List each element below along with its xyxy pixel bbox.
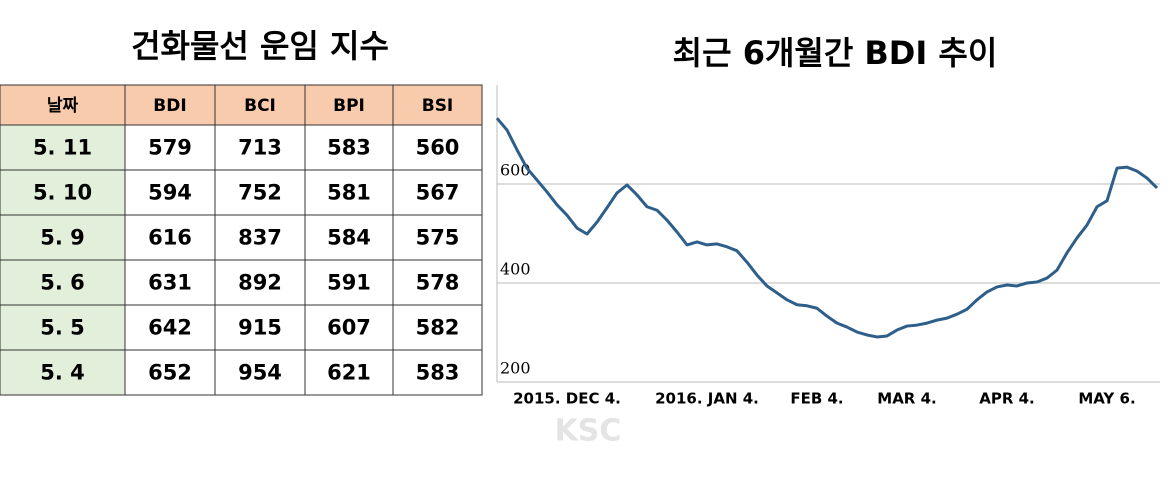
table-header: BCI <box>244 96 276 116</box>
table-text: 583 <box>416 361 460 385</box>
table-cell <box>0 304 126 351</box>
y-tick-label: 400 <box>500 260 531 279</box>
table-text: 583 <box>327 136 371 160</box>
table-cell <box>392 304 483 351</box>
table-text: 915 <box>238 316 282 340</box>
table-cell <box>124 169 216 216</box>
table-text: 5. 10 <box>33 181 92 205</box>
table-text: 752 <box>238 181 282 205</box>
table-text: 954 <box>238 361 282 385</box>
x-tick-label: MAR 4. <box>877 390 936 408</box>
table-header: 날짜 <box>47 96 79 116</box>
table-text: 581 <box>327 181 371 205</box>
table-text: 579 <box>148 136 192 160</box>
table-cell <box>124 259 216 306</box>
table-cell <box>392 124 483 171</box>
x-tick-label: FEB 4. <box>790 390 843 408</box>
x-tick-label: 2016. JAN 4. <box>655 390 759 408</box>
table-cell <box>304 214 394 261</box>
table-cell <box>214 259 306 306</box>
table-text: 567 <box>416 181 460 205</box>
table-text: 591 <box>327 271 371 295</box>
table-cell <box>214 349 306 396</box>
table-cell <box>392 349 483 396</box>
table-text: 578 <box>416 271 460 295</box>
table-text: 575 <box>416 226 460 250</box>
x-tick-label: 2015. DEC 4. <box>513 390 621 408</box>
table-cell <box>392 214 483 261</box>
table-text: 616 <box>148 226 192 250</box>
x-tick-label: MAY 6. <box>1078 390 1135 408</box>
table-text: 582 <box>416 316 460 340</box>
table-cell <box>392 84 483 126</box>
table-text: 892 <box>238 271 282 295</box>
table-text: 584 <box>327 226 371 250</box>
table-text: 5. 6 <box>40 271 85 295</box>
table-text: 621 <box>327 361 371 385</box>
data-line <box>495 117 1159 339</box>
table-text: 560 <box>416 136 460 160</box>
table-cell <box>0 259 126 306</box>
table-title: 건화물선 운임 지수 <box>131 27 389 65</box>
table-cell <box>214 214 306 261</box>
table-text: 594 <box>148 181 192 205</box>
table-cell <box>124 349 216 396</box>
table-cell <box>304 84 394 126</box>
table-header: BSI <box>422 96 454 116</box>
table-cell <box>214 169 306 216</box>
table-text: 837 <box>238 226 282 250</box>
table-cell <box>124 214 216 261</box>
table-cell <box>304 349 394 396</box>
table-text: 5. 11 <box>33 136 92 160</box>
watermark: KSC <box>555 414 622 449</box>
table-cell <box>0 349 126 396</box>
chart-title: 최근 6개월간 BDI 추이 <box>673 34 998 72</box>
table-text: 642 <box>148 316 192 340</box>
table-cell <box>304 169 394 216</box>
table-text: 631 <box>148 271 192 295</box>
table-cell <box>392 259 483 306</box>
table-text: 5. 9 <box>40 226 85 250</box>
y-tick-label: 200 <box>500 359 531 378</box>
y-tick-label: 600 <box>500 161 531 180</box>
table-text: 652 <box>148 361 192 385</box>
table-cell <box>124 304 216 351</box>
table-text: 713 <box>238 136 282 160</box>
table-cell <box>0 84 126 126</box>
table-cell <box>304 124 394 171</box>
table-cell <box>214 124 306 171</box>
table-header: BPI <box>333 96 365 116</box>
table-text: 607 <box>327 316 371 340</box>
table-cell <box>392 169 483 216</box>
x-tick-label: APR 4. <box>979 390 1035 408</box>
table-cell <box>124 84 216 126</box>
table-text: 5. 4 <box>40 361 85 385</box>
table-header: BDI <box>153 96 186 116</box>
table-text: 5. 5 <box>40 316 85 340</box>
table-cell <box>0 214 126 261</box>
